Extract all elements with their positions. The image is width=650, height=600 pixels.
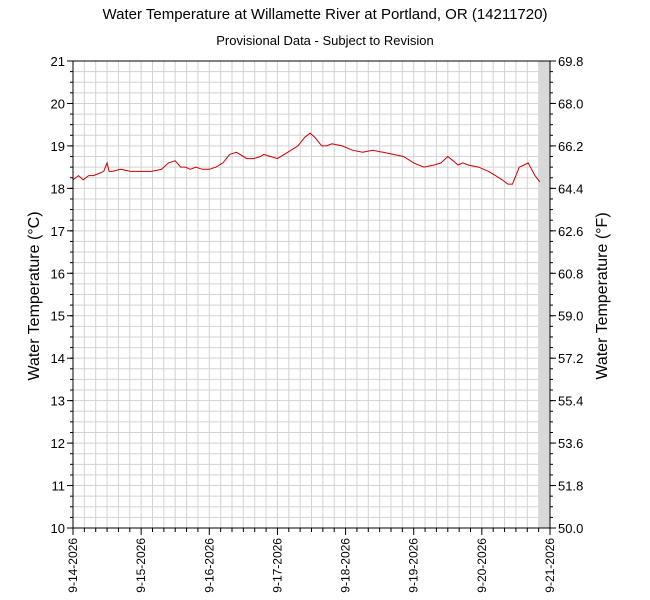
y-tick-label-right: 68.0 [558,96,583,111]
shaded-region [538,61,550,528]
y-tick-label-left: 10 [51,521,65,536]
y-tick-label-right: 64.4 [558,181,583,196]
y-tick-label-right: 62.6 [558,224,583,239]
y-tick-label-left: 11 [52,479,66,494]
chart-subtitle: Provisional Data - Subject to Revision [216,33,434,48]
y-tick-label-right: 53.6 [558,436,583,451]
chart-title: Water Temperature at Willamette River at… [102,6,548,23]
y-tick-label-right: 50.0 [558,521,583,536]
x-tick-label: 9-19-2026 [407,538,421,593]
y-tick-label-left: 20 [51,96,65,111]
y-axis-label-left: Water Temperature (°C) [26,211,43,381]
series-line [72,132,541,185]
x-tick-label: 9-16-2026 [202,538,216,593]
y-tick-label-left: 13 [51,394,65,409]
y-tick-label-left: 14 [51,351,65,366]
y-tick-label-left: 15 [51,309,65,324]
x-tick-label: 9-20-2026 [475,538,489,593]
x-tick-label: 9-14-2026 [66,538,80,593]
y-tick-label-left: 18 [51,181,65,196]
y-tick-label-left: 17 [51,224,65,239]
x-tick-label: 9-17-2026 [270,538,284,593]
x-tick-label: 9-21-2026 [543,538,557,593]
x-tick-label: 9-15-2026 [134,538,148,593]
y-tick-label-right: 69.8 [558,54,583,69]
y-tick-label-right: 55.4 [558,394,583,409]
y-tick-label-right: 59.0 [558,309,583,324]
y-tick-label-left: 21 [51,54,65,69]
y-tick-label-right: 51.8 [558,479,583,494]
y-tick-label-right: 60.8 [558,266,583,281]
y-tick-label-right: 66.2 [558,139,583,154]
y-tick-label-left: 16 [51,266,65,281]
x-tick-label: 9-18-2026 [339,538,353,593]
y-tick-label-left: 12 [51,436,65,451]
y-axis-label-right: Water Temperature (°F) [594,212,611,380]
y-tick-label-left: 19 [51,139,65,154]
y-tick-label-right: 57.2 [558,351,583,366]
